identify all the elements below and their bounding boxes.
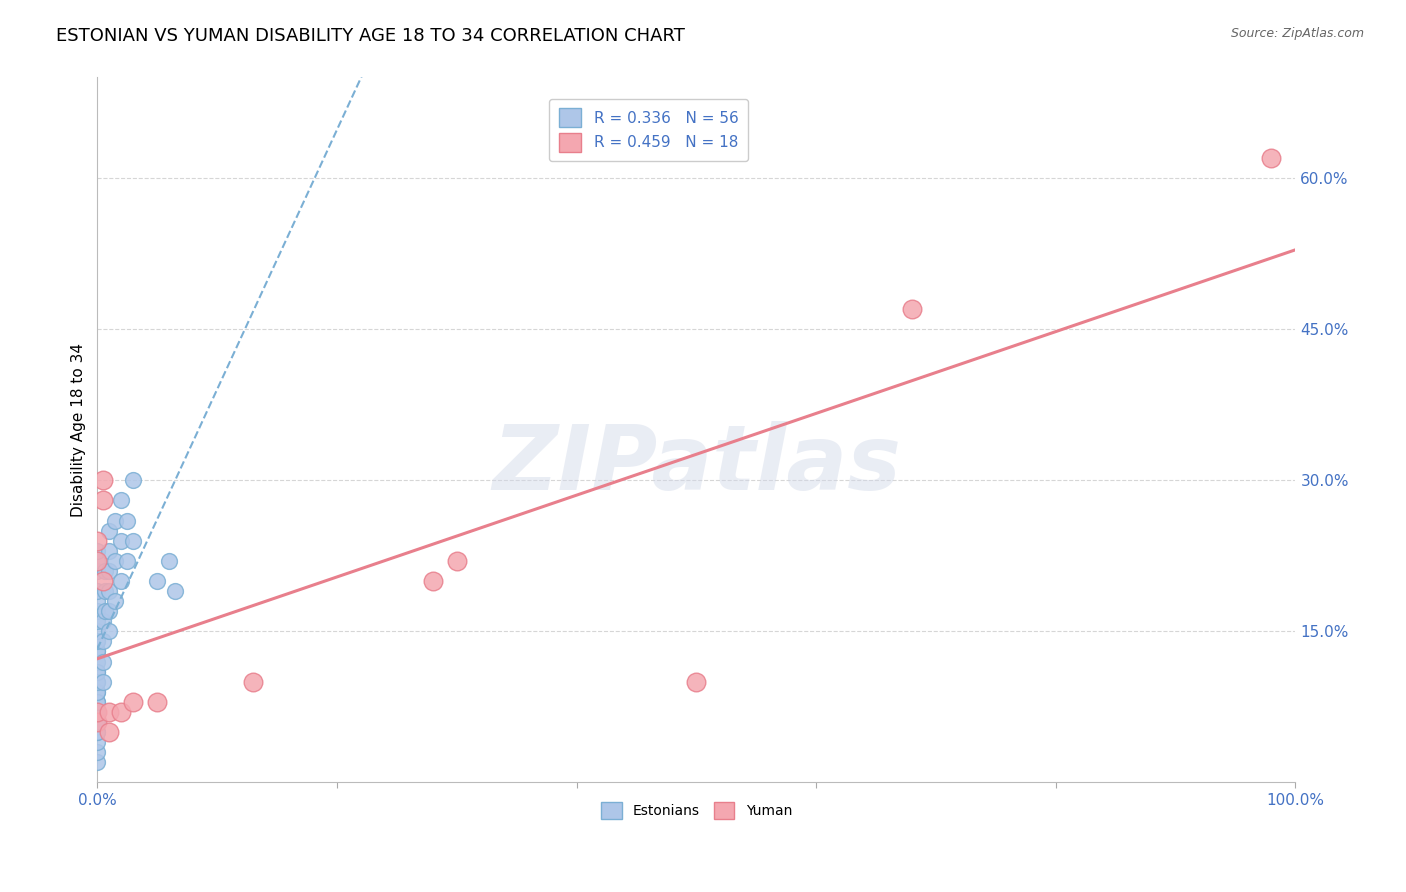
Point — [86, 634, 108, 648]
Point — [122, 533, 145, 548]
Point — [86, 594, 108, 608]
Point — [93, 473, 115, 487]
Point — [93, 614, 115, 628]
Point — [422, 574, 444, 588]
Point — [86, 684, 108, 698]
Point — [86, 714, 108, 729]
Point — [86, 684, 108, 698]
Point — [86, 705, 108, 719]
Point — [117, 514, 139, 528]
Point — [98, 564, 121, 578]
Point — [110, 493, 132, 508]
Point — [86, 745, 108, 759]
Point — [86, 533, 108, 548]
Point — [93, 493, 115, 508]
Point — [98, 584, 121, 599]
Point — [86, 725, 108, 739]
Point — [86, 644, 108, 658]
Point — [98, 705, 121, 719]
Point — [86, 665, 108, 679]
Point — [86, 634, 108, 648]
Point — [86, 564, 108, 578]
Point — [86, 695, 108, 709]
Point — [86, 655, 108, 669]
Point — [86, 674, 108, 689]
Point — [86, 644, 108, 658]
Point — [98, 543, 121, 558]
Point — [110, 533, 132, 548]
Point — [93, 655, 115, 669]
Point — [93, 584, 115, 599]
Point — [117, 554, 139, 568]
Point — [165, 584, 187, 599]
Point — [86, 624, 108, 639]
Text: ESTONIAN VS YUMAN DISABILITY AGE 18 TO 34 CORRELATION CHART: ESTONIAN VS YUMAN DISABILITY AGE 18 TO 3… — [56, 27, 685, 45]
Point — [242, 674, 264, 689]
Point — [86, 554, 108, 568]
Point — [93, 634, 115, 648]
Point — [86, 614, 108, 628]
Point — [146, 574, 169, 588]
Point — [86, 705, 108, 719]
Point — [98, 725, 121, 739]
Point — [104, 514, 127, 528]
Point — [122, 473, 145, 487]
Point — [93, 604, 115, 618]
Text: Source: ZipAtlas.com: Source: ZipAtlas.com — [1230, 27, 1364, 40]
Point — [86, 674, 108, 689]
Point — [93, 574, 115, 588]
Point — [98, 524, 121, 538]
Point — [86, 584, 108, 599]
Point — [122, 695, 145, 709]
Point — [86, 543, 108, 558]
Point — [98, 624, 121, 639]
Y-axis label: Disability Age 18 to 34: Disability Age 18 to 34 — [72, 343, 86, 516]
Point — [685, 674, 707, 689]
Point — [86, 604, 108, 618]
Point — [104, 594, 127, 608]
Point — [86, 725, 108, 739]
Point — [98, 604, 121, 618]
Point — [110, 705, 132, 719]
Text: ZIPatlas: ZIPatlas — [492, 421, 901, 509]
Point — [86, 755, 108, 769]
Point — [104, 554, 127, 568]
Point — [146, 695, 169, 709]
Point — [93, 674, 115, 689]
Point — [86, 554, 108, 568]
Legend: Estonians, Yuman: Estonians, Yuman — [595, 797, 797, 825]
Point — [86, 714, 108, 729]
Point — [86, 714, 108, 729]
Point — [93, 564, 115, 578]
Point — [86, 695, 108, 709]
Point — [446, 554, 468, 568]
Point — [157, 554, 180, 568]
Point — [901, 301, 924, 316]
Point — [86, 735, 108, 749]
Point — [86, 665, 108, 679]
Point — [110, 574, 132, 588]
Point — [86, 705, 108, 719]
Point — [1260, 151, 1282, 165]
